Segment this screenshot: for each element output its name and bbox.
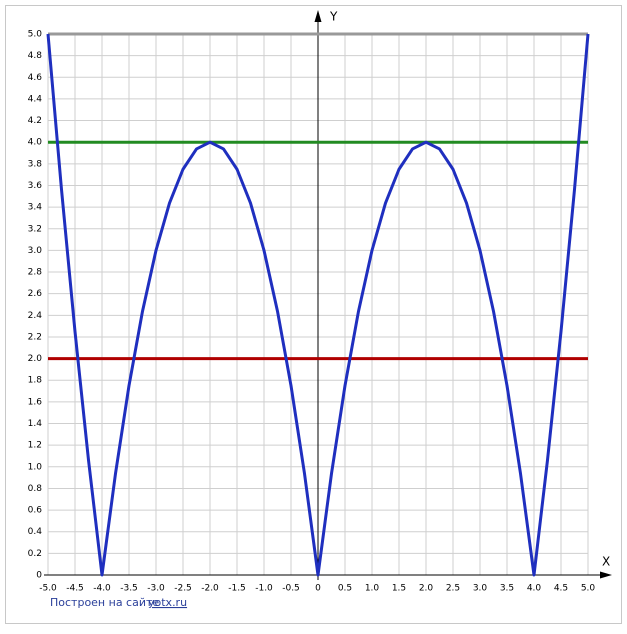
y-tick-label: 3.0	[28, 246, 43, 256]
y-tick-label: 2.6	[28, 289, 43, 299]
y-tick-label: 4.6	[28, 73, 43, 83]
y-tick-label: 0.6	[28, 506, 43, 516]
y-tick-label: 0.2	[28, 549, 42, 559]
x-tick-label: -2.5	[174, 584, 192, 594]
footer-link[interactable]: yotx.ru	[148, 596, 187, 609]
x-tick-label: 2.0	[419, 584, 434, 594]
y-tick-label: 4.0	[28, 138, 43, 148]
x-tick-label: 1.0	[365, 584, 380, 594]
x-tick-label: -5.0	[39, 584, 57, 594]
y-tick-label: 4.2	[28, 116, 42, 126]
y-tick-label: 1.6	[28, 397, 43, 407]
y-tick-label: 2.2	[28, 332, 42, 342]
y-tick-label: 3.2	[28, 224, 42, 234]
y-tick-label: 3.6	[28, 181, 43, 191]
y-tick-label: 1.0	[28, 462, 43, 472]
footer-text: Построен на сайте	[50, 596, 159, 609]
x-tick-label: -3.5	[120, 584, 138, 594]
x-tick-label: -4.5	[66, 584, 84, 594]
y-tick-label: 5.0	[28, 30, 43, 40]
x-tick-label: -1.0	[255, 584, 273, 594]
y-tick-label: 0.4	[28, 527, 43, 537]
x-tick-label: -1.5	[228, 584, 246, 594]
x-tick-label: 3.0	[473, 584, 488, 594]
y-tick-label: 1.8	[28, 376, 43, 386]
plot	[46, 32, 590, 577]
x-tick-label: 4.5	[554, 584, 568, 594]
y-tick-label: 2.8	[28, 268, 43, 278]
x-arrow	[600, 571, 612, 579]
x-tick-label: -0.5	[282, 584, 300, 594]
x-tick-label: 2.5	[446, 584, 460, 594]
x-tick-label: 0.5	[338, 584, 352, 594]
x-tick-label: 1.5	[392, 584, 406, 594]
y-tick-label: 3.4	[28, 203, 43, 213]
y-tick-label: 3.8	[28, 159, 43, 169]
x-axis-label: X	[602, 555, 610, 569]
y-axis-label: Y	[329, 10, 338, 24]
x-tick-label: -2.0	[201, 584, 219, 594]
y-arrow	[314, 10, 322, 22]
y-tick-label: 2.0	[28, 354, 43, 364]
x-tick-label: 4.0	[527, 584, 542, 594]
x-tick-label: 5.0	[581, 584, 596, 594]
y-tick-label: 4.4	[28, 94, 43, 104]
series-line	[46, 33, 590, 577]
y-tick-label: 0	[36, 571, 42, 581]
y-tick-label: 0.8	[28, 484, 43, 494]
y-tick-label: 1.2	[28, 441, 42, 451]
x-tick-label: 0	[315, 584, 321, 594]
y-tick-label: 1.4	[28, 419, 43, 429]
y-tick-label: 4.8	[28, 51, 43, 61]
x-tick-label: 3.5	[500, 584, 514, 594]
x-tick-label: -3.0	[147, 584, 165, 594]
y-tick-label: 2.4	[28, 311, 43, 321]
x-tick-label: -4.0	[93, 584, 111, 594]
